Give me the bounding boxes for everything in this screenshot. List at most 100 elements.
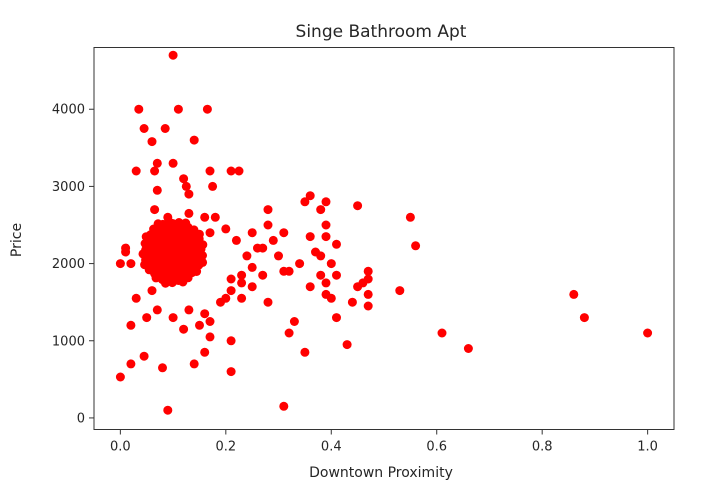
data-point: [150, 205, 160, 215]
data-point: [126, 259, 136, 269]
data-point: [184, 189, 194, 199]
data-point: [202, 104, 212, 114]
data-point: [168, 313, 178, 323]
data-point: [205, 228, 215, 238]
data-point: [226, 286, 236, 296]
data-point: [395, 286, 405, 296]
data-point: [160, 124, 170, 133]
data-point: [126, 359, 136, 369]
data-point: [138, 249, 148, 259]
data-point: [174, 218, 184, 227]
data-point: [151, 273, 161, 283]
data-point: [321, 278, 331, 288]
data-point: [181, 181, 191, 191]
data-point: [342, 340, 352, 350]
data-point: [184, 305, 194, 315]
data-point: [200, 212, 210, 222]
data-point: [140, 260, 150, 270]
data-point: [140, 239, 150, 248]
y-axis: 0 1000 2000 3000 4000: [52, 103, 94, 426]
data-point: [226, 274, 236, 284]
data-point: [643, 328, 653, 338]
data-point: [295, 259, 305, 269]
data-point: [284, 266, 294, 276]
data-point: [316, 270, 326, 280]
data-point: [152, 158, 162, 168]
data-point: [305, 191, 315, 201]
data-point: [242, 251, 252, 261]
data-point: [153, 219, 163, 229]
y-tick-label: 3000: [52, 180, 85, 195]
data-point: [363, 266, 373, 276]
data-point: [332, 239, 341, 249]
data-point: [237, 293, 247, 303]
data-point: [178, 277, 188, 287]
data-point: [234, 166, 244, 176]
data-point: [353, 201, 363, 211]
plot-frame: [93, 47, 675, 430]
data-point: [316, 205, 326, 215]
data-point: [263, 205, 273, 215]
x-tick-label: 1.0: [637, 440, 658, 455]
data-point: [284, 328, 294, 338]
data-point: [300, 347, 310, 357]
data-point: [131, 293, 141, 303]
data-point: [205, 166, 215, 176]
data-point: [173, 104, 183, 114]
data-point: [142, 313, 152, 323]
data-point: [226, 336, 236, 346]
data-point: [115, 259, 125, 269]
data-point: [194, 229, 204, 239]
data-point: [258, 243, 268, 253]
data-point: [139, 124, 149, 133]
data-point: [405, 212, 415, 222]
data-point: [463, 344, 473, 353]
y-axis-label: Price: [9, 223, 25, 257]
data-point: [569, 289, 579, 299]
data-point: [168, 158, 178, 168]
data-point: [363, 289, 373, 299]
data-point: [205, 332, 215, 342]
data-point: [305, 232, 315, 242]
y-tick-label: 4000: [52, 103, 85, 118]
data-point: [305, 282, 315, 292]
data-point: [332, 313, 341, 323]
data-point: [184, 208, 194, 218]
data-point: [205, 317, 215, 326]
data-point: [179, 324, 189, 334]
data-point: [141, 232, 151, 242]
data-point: [231, 235, 241, 245]
y-tick-label: 2000: [52, 257, 85, 272]
data-point: [208, 181, 218, 191]
data-point: [150, 166, 160, 176]
data-point: [115, 372, 125, 382]
data-point: [274, 251, 283, 261]
data-point: [247, 262, 257, 272]
data-point: [161, 278, 170, 288]
y-tick-label: 0: [77, 411, 85, 426]
x-tick-label: 0.0: [110, 440, 131, 455]
data-point: [237, 278, 247, 288]
data-point: [263, 297, 273, 307]
data-point: [192, 267, 202, 276]
data-point: [289, 317, 299, 326]
data-point: [437, 328, 447, 338]
x-axis-label: Downtown Proximity: [309, 465, 453, 481]
data-point: [237, 270, 247, 280]
data-point: [221, 224, 231, 234]
data-point: [189, 359, 199, 369]
data-point: [216, 297, 225, 307]
data-point: [134, 104, 144, 114]
data-point: [247, 282, 257, 292]
x-axis: 0.0 0.2 0.4 0.6 0.8 1.0: [110, 429, 658, 455]
data-point: [168, 50, 178, 60]
data-point: [321, 220, 331, 230]
data-point: [198, 257, 208, 267]
chart-title: Singe Bathroom Apt: [296, 22, 467, 42]
data-point: [181, 218, 191, 228]
data-point: [321, 232, 331, 242]
data-point: [147, 137, 157, 147]
data-point: [195, 320, 204, 330]
data-point: [411, 241, 421, 251]
x-tick-label: 0.4: [321, 440, 342, 455]
